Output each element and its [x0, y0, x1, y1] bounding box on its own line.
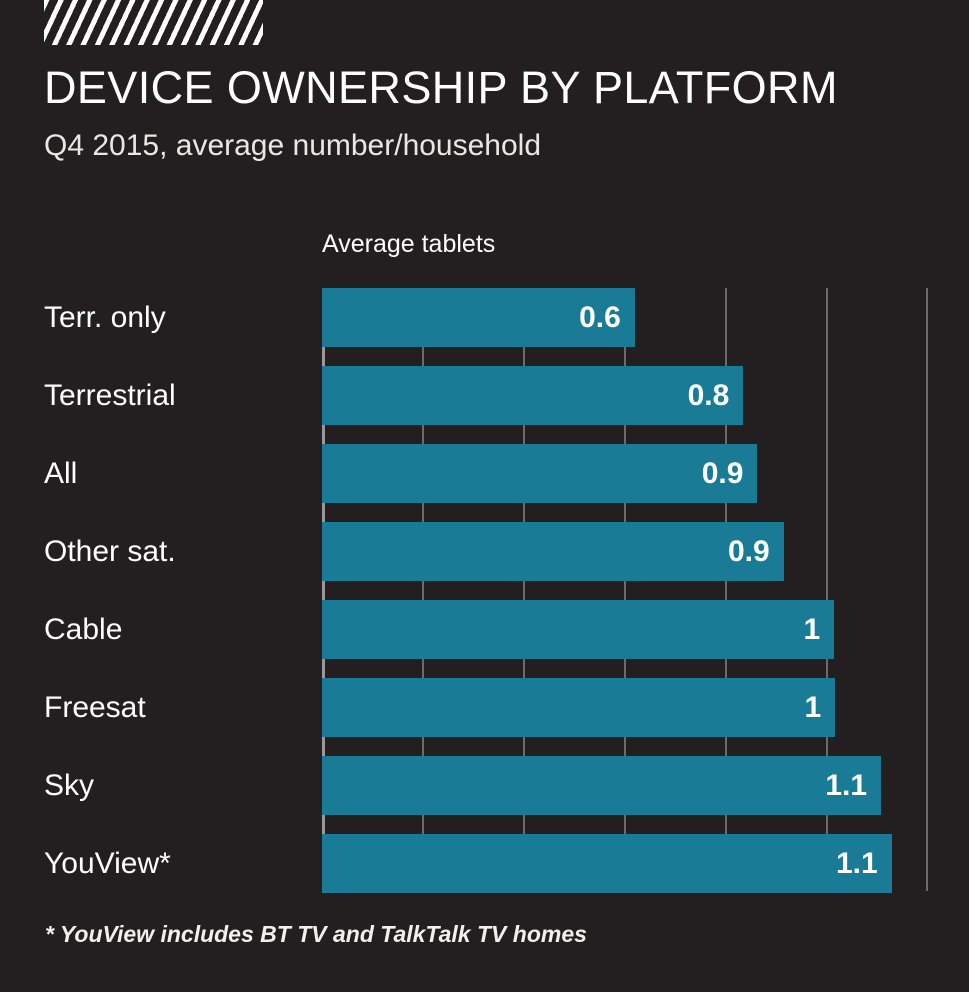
category-label: Cable	[44, 613, 123, 646]
bar-row[interactable]: 0.8	[322, 366, 929, 425]
page-title: DEVICE OWNERSHIP BY PLATFORM	[44, 62, 838, 113]
bar[interactable]	[322, 522, 784, 581]
bar[interactable]	[322, 600, 835, 659]
bar-value-label: 0.9	[727, 535, 770, 568]
bar-row[interactable]: 0.6	[322, 288, 929, 347]
bar-value-label: 0.6	[579, 301, 621, 334]
category-label: YouView*	[44, 847, 171, 880]
bar-value-label: 1	[803, 613, 821, 646]
bar-row[interactable]: 0.9	[322, 522, 929, 581]
gridline-0.2	[421, 288, 424, 891]
bar-row[interactable]: 1	[322, 678, 929, 737]
gridline-0.8	[724, 288, 727, 891]
bar-value-label: 1.1	[835, 847, 878, 880]
bar[interactable]	[322, 834, 892, 893]
gridline-1.2	[926, 288, 929, 891]
category-label: Sky	[44, 769, 95, 802]
bar-value-label: 0.9	[701, 457, 744, 490]
gridline-1	[825, 288, 828, 891]
bar-value-label: 0.8	[687, 379, 730, 412]
bar-value-label: 1.1	[825, 769, 868, 802]
page-subtitle: Q4 2015, average number/household	[44, 129, 542, 162]
bar-row[interactable]: 0.9	[322, 444, 929, 503]
footnote: * YouView includes BT TV and TalkTalk TV…	[45, 921, 587, 947]
category-label: Terrestrial	[44, 379, 176, 412]
bar[interactable]	[322, 444, 758, 503]
category-label: All	[44, 457, 78, 490]
series-label: Average tablets	[322, 230, 496, 258]
category-label: Terr. only	[44, 301, 166, 334]
bar[interactable]	[322, 756, 882, 815]
plot-area: 0.6 0.8 0.9 0.9 1 1 1.1 1.1	[322, 288, 929, 893]
bar-row[interactable]: 1.1	[322, 834, 929, 893]
category-label: Freesat	[44, 691, 146, 724]
gridline-0.6	[623, 288, 626, 891]
bar[interactable]	[322, 678, 836, 737]
diagonal-hatch-logo	[44, 0, 263, 45]
bar-row[interactable]: 1.1	[322, 756, 929, 815]
bar-row[interactable]: 1	[322, 600, 929, 659]
category-label: Other sat.	[44, 535, 176, 568]
bar[interactable]	[322, 366, 744, 425]
bar-value-label: 1	[804, 691, 822, 724]
bar[interactable]	[322, 288, 635, 347]
y-axis-line	[322, 288, 325, 891]
gridline-0.4	[522, 288, 525, 891]
